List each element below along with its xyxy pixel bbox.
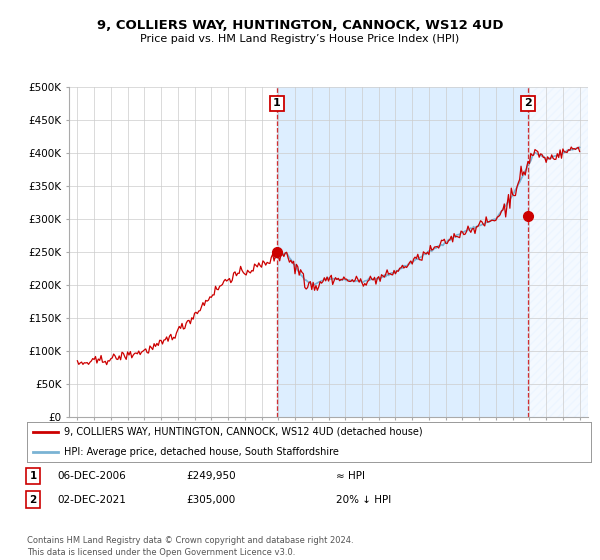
- Text: 9, COLLIERS WAY, HUNTINGTON, CANNOCK, WS12 4UD: 9, COLLIERS WAY, HUNTINGTON, CANNOCK, WS…: [97, 18, 503, 32]
- Bar: [277, 87, 528, 417]
- Text: Contains HM Land Registry data © Crown copyright and database right 2024.
This d: Contains HM Land Registry data © Crown c…: [27, 536, 353, 557]
- Text: Price paid vs. HM Land Registry’s House Price Index (HPI): Price paid vs. HM Land Registry’s House …: [140, 34, 460, 44]
- Text: 1: 1: [273, 99, 281, 108]
- Bar: [528, 87, 588, 417]
- Text: 2: 2: [29, 494, 37, 505]
- Text: 02-DEC-2021: 02-DEC-2021: [57, 494, 126, 505]
- Text: 1: 1: [29, 471, 37, 481]
- Text: £305,000: £305,000: [186, 494, 235, 505]
- Text: ≈ HPI: ≈ HPI: [336, 471, 365, 481]
- Text: £249,950: £249,950: [186, 471, 236, 481]
- Text: HPI: Average price, detached house, South Staffordshire: HPI: Average price, detached house, Sout…: [64, 447, 338, 457]
- Text: 9, COLLIERS WAY, HUNTINGTON, CANNOCK, WS12 4UD (detached house): 9, COLLIERS WAY, HUNTINGTON, CANNOCK, WS…: [64, 427, 422, 437]
- Text: 2: 2: [524, 99, 532, 108]
- Text: 06-DEC-2006: 06-DEC-2006: [57, 471, 126, 481]
- Text: 20% ↓ HPI: 20% ↓ HPI: [336, 494, 391, 505]
